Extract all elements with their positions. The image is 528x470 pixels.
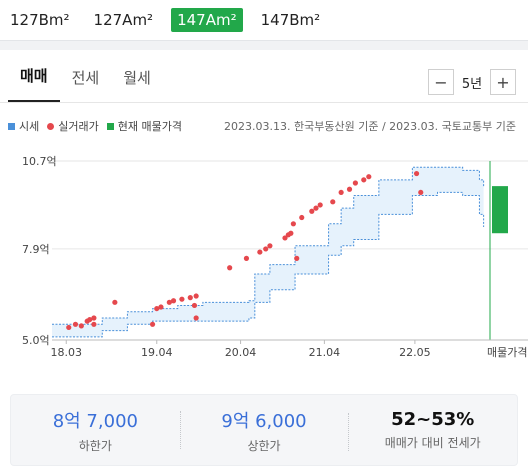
transaction-point xyxy=(243,255,250,261)
x-tick-label: 18.03 xyxy=(50,346,82,359)
legend-item-listing: 현재 매물가격 xyxy=(106,118,182,134)
transaction-point xyxy=(193,293,199,299)
low-price-value: 8억 7,000 xyxy=(52,410,138,432)
square-swatch-icon xyxy=(8,122,15,130)
legend-label: 실거래가 xyxy=(58,120,99,133)
trade-type-tabs: 매매 전세 월세 xyxy=(8,58,163,102)
transaction-point xyxy=(366,174,372,180)
transaction-point xyxy=(418,189,424,196)
tab-monthly-rent[interactable]: 월세 xyxy=(123,69,151,87)
section-divider xyxy=(0,40,528,50)
transaction-point xyxy=(267,243,273,249)
area-tab-127b[interactable]: 127Bm² xyxy=(10,11,70,29)
transaction-point xyxy=(154,305,160,312)
transaction-point xyxy=(313,205,319,211)
legend-item-transaction: 실거래가 xyxy=(47,118,99,134)
current-listing-range xyxy=(492,186,508,234)
transaction-point xyxy=(158,304,164,310)
period-value: 5년 xyxy=(461,76,483,92)
data-source-note: 2023.03.13. 한국부동산원 기준 / 2023.03. 국토교통부 기… xyxy=(224,120,516,133)
transaction-point xyxy=(112,299,118,305)
transaction-point xyxy=(282,235,288,241)
transaction-point xyxy=(317,202,323,208)
tab-underline xyxy=(0,102,528,103)
tab-sale[interactable]: 매매 xyxy=(8,65,60,102)
market-price-band xyxy=(52,167,484,337)
square-swatch-icon xyxy=(106,122,114,130)
dot-swatch-icon xyxy=(47,122,55,130)
transaction-point xyxy=(299,214,305,221)
period-control: − 5년 + xyxy=(428,69,516,95)
transaction-point xyxy=(66,324,72,331)
area-tab-147a[interactable]: 147Am² xyxy=(171,8,243,32)
legend-item-market-price: 시세 xyxy=(8,118,39,134)
transaction-point xyxy=(91,321,97,327)
jeonse-ratio-label: 매매가 대비 전세가 xyxy=(384,436,481,450)
transaction-point xyxy=(263,246,269,252)
low-price-label: 하한가 xyxy=(78,438,112,453)
area-type-tabs: 127Bm² 127Am² 147Am² 147Bm² xyxy=(0,0,528,40)
transaction-point xyxy=(193,315,199,321)
legend-label: 시세 xyxy=(19,120,40,133)
y-tick-label: 10.7억 xyxy=(22,155,57,168)
current-listing-label: 매물가격 xyxy=(487,346,527,359)
transaction-point xyxy=(288,230,294,236)
market-price-lower-line xyxy=(52,191,485,338)
transaction-point xyxy=(187,295,193,301)
period-decrease-button[interactable]: − xyxy=(428,69,454,95)
transaction-point xyxy=(179,296,185,302)
transaction-point xyxy=(290,221,296,227)
tab-jeonse[interactable]: 전세 xyxy=(71,69,100,87)
summary-high: 9억 6,000 상한가 xyxy=(179,407,349,454)
period-increase-button[interactable]: + xyxy=(490,69,516,95)
transaction-point xyxy=(170,298,177,304)
jeonse-ratio-value: 52~53% xyxy=(391,409,475,430)
summary-ratio: 52~53% 매매가 대비 전세가 xyxy=(348,409,517,451)
x-tick-label: 19.04 xyxy=(141,346,173,359)
price-summary-box: 8억 7,000 하한가 9억 6,000 상한가 52~53% 매매가 대비 … xyxy=(10,394,518,466)
transaction-point xyxy=(294,255,300,261)
high-price-label: 상한가 xyxy=(247,438,281,453)
transaction-point xyxy=(166,299,172,305)
transaction-point xyxy=(338,189,344,196)
transaction-point xyxy=(309,208,315,214)
area-tab-127a[interactable]: 127Am² xyxy=(93,11,154,29)
x-tick-label: 22.05 xyxy=(399,346,431,359)
chart-legend: 시세 실거래가 현재 매물가격 xyxy=(8,118,190,134)
transaction-point xyxy=(78,323,84,329)
legend-label: 현재 매물가격 xyxy=(117,120,182,133)
transaction-point xyxy=(87,316,93,323)
transaction-point xyxy=(352,180,358,186)
x-tick-label: 21.04 xyxy=(309,346,341,359)
transaction-point xyxy=(413,170,420,177)
transaction-point xyxy=(91,315,97,321)
summary-low: 8억 7,000 하한가 xyxy=(11,407,180,454)
transaction-point xyxy=(330,199,336,205)
transaction-point xyxy=(227,265,233,271)
transaction-point xyxy=(191,302,198,309)
transaction-point xyxy=(72,321,79,327)
y-tick-label: 5.0억 xyxy=(22,334,50,347)
area-tab-147b[interactable]: 147Bm² xyxy=(260,11,321,29)
y-tick-label: 7.9억 xyxy=(22,243,50,256)
transaction-point xyxy=(346,186,353,192)
x-tick-label: 20.04 xyxy=(225,346,257,359)
transaction-point xyxy=(361,177,367,183)
high-price-value: 9억 6,000 xyxy=(221,410,307,432)
market-price-upper-line xyxy=(52,166,485,325)
transaction-point xyxy=(257,249,263,255)
transaction-point xyxy=(149,321,156,327)
